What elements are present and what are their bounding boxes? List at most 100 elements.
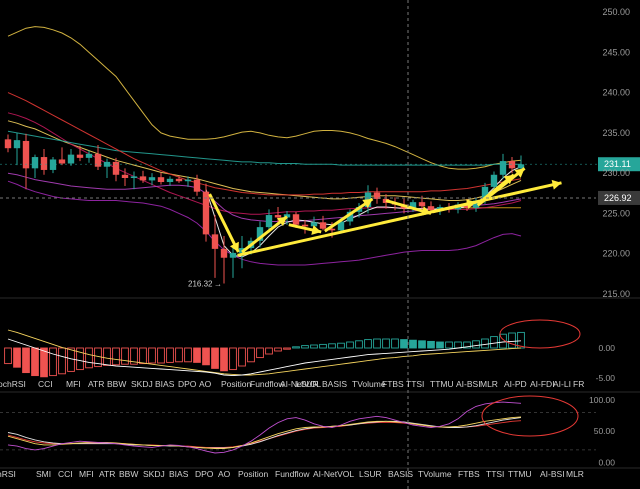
candle-body[interactable] [139,176,147,181]
indicator-tab-label[interactable]: MLR [480,379,498,389]
candle-body[interactable] [337,221,345,231]
indicator-tab-label[interactable]: TTSI [406,379,424,389]
candle-body[interactable] [346,211,354,222]
candle-body[interactable] [76,154,84,158]
indicator-tab-label[interactable]: BIAS [155,379,175,389]
price-pane[interactable]: 216.32 → 231.11 226.92 [0,26,640,289]
indicator-tab-label[interactable]: SKDJ [143,469,165,479]
indicator-tab-label[interactable]: TTMU [430,379,454,389]
indicator-tab-label[interactable]: DPO [178,379,197,389]
indicator-tab-label[interactable]: MFI [66,379,81,389]
candle-body[interactable] [211,234,219,249]
indicator-tab-label[interactable]: LSUR [359,469,382,479]
oscillator-highlight-ellipse [481,395,579,437]
indicator-tab-label[interactable]: MLR [566,469,584,479]
candle-body[interactable] [256,227,264,241]
candle-body[interactable] [508,161,516,169]
candle-body[interactable] [301,224,309,227]
candle-body[interactable] [67,154,75,164]
indicator-tab-label[interactable]: AI-NetVOL [313,469,354,479]
candle-body[interactable] [490,174,498,187]
candle-body[interactable] [310,222,318,227]
indicator-tab-label[interactable]: FTBS [458,469,480,479]
indicator-tab-label[interactable]: TTSI [486,469,504,479]
candle-body[interactable] [184,179,192,182]
candle-body[interactable] [4,139,12,149]
indicator-tab-label[interactable]: Fundflow [275,469,310,479]
indicator-tab-label[interactable]: BIAS [169,469,189,479]
candle-body[interactable] [283,214,291,218]
indicator-tab-label[interactable]: TTMU [508,469,532,479]
indicator-tab-label[interactable]: CCI [38,379,53,389]
crosshair-price-tag [598,190,640,205]
macd-histogram-bar [166,347,174,363]
candle-body[interactable] [166,178,174,183]
indicator-tab-label[interactable]: Fundflow [250,379,285,389]
candle-body[interactable] [175,178,183,182]
candle-body[interactable] [193,179,201,192]
indicator-tab-label[interactable]: AI-FDI [530,379,555,389]
indicator-tab-label[interactable]: Position [238,469,269,479]
indicator-tab-label[interactable]: AI-BSI [456,379,481,389]
indicator-tab-label[interactable]: BASIS [388,469,413,479]
candle-body[interactable] [85,153,93,158]
candle-body[interactable] [265,215,273,228]
indicator-tab-label[interactable]: TVolume [352,379,386,389]
candle-body[interactable] [229,252,237,258]
candle-body[interactable] [328,228,336,231]
indicator-tab-label[interactable]: AO [218,469,231,479]
candle-body[interactable] [130,176,138,178]
candle-body[interactable] [319,222,327,229]
candle-body[interactable] [31,157,39,169]
candle-body[interactable] [463,204,471,208]
oscillator-pane[interactable] [0,395,596,454]
candle-body[interactable] [58,159,66,164]
indicator-tab-label[interactable]: ATR [99,469,115,479]
indicator-tab-label[interactable]: SKDJ [131,379,153,389]
indicator-tab-label[interactable]: ATR [88,379,104,389]
candle-body[interactable] [499,161,507,175]
candle-body[interactable] [22,140,30,169]
candle-body[interactable] [292,214,300,225]
candle-body[interactable] [112,161,120,175]
indicator-tab-label[interactable]: Position [221,379,252,389]
indicator-tab-label[interactable]: DPO [195,469,214,479]
indicator-tab-label[interactable]: CCI [58,469,73,479]
indicator-tab-label[interactable]: FTBS [382,379,404,389]
indicator-tab-label[interactable]: AO [199,379,212,389]
candle-body[interactable] [40,157,48,170]
candle-body[interactable] [409,202,417,209]
candle-body[interactable] [202,191,210,235]
candle-body[interactable] [148,177,156,181]
candle-body[interactable] [121,174,129,178]
candle-body[interactable] [49,159,57,170]
indicator-tab-label[interactable]: AI-LI [553,379,571,389]
candle-body[interactable] [94,153,102,167]
candle-body[interactable] [274,215,282,218]
indicator-tab-label[interactable]: FR [573,379,584,389]
indicator-tab-label[interactable]: BBW [119,469,138,479]
candle-body[interactable] [220,248,228,258]
indicator-tab-label[interactable]: BASIS [322,379,347,389]
candle-body[interactable] [418,202,426,207]
indicator-tab-label[interactable]: BBW [107,379,126,389]
candle-body[interactable] [517,164,525,169]
indicator-tab-label[interactable]: SMI [36,469,51,479]
indicator-tab-label[interactable]: AI-PD [504,379,527,389]
indicator-tab-label[interactable]: AI-NetVOL [280,379,321,389]
indicator-tab-label[interactable]: LSUR [296,379,319,389]
indicator-tab-label[interactable]: AI-BSI [540,469,565,479]
candle-body[interactable] [13,140,21,149]
candle-body[interactable] [157,177,165,183]
indicator-tab-label[interactable]: TVolume [418,469,452,479]
candle-body[interactable] [481,186,489,201]
candle-body[interactable] [427,206,435,211]
candle-body[interactable] [373,192,381,199]
indicator-tab-label[interactable]: MFI [79,469,94,479]
macd-histogram-bar [130,347,138,365]
candle-body[interactable] [472,200,480,208]
macd-pane[interactable] [4,319,581,378]
indicator-tab-label[interactable]: StochRSI [0,469,16,479]
indicator-tab-label[interactable]: StochRSI [0,379,26,389]
